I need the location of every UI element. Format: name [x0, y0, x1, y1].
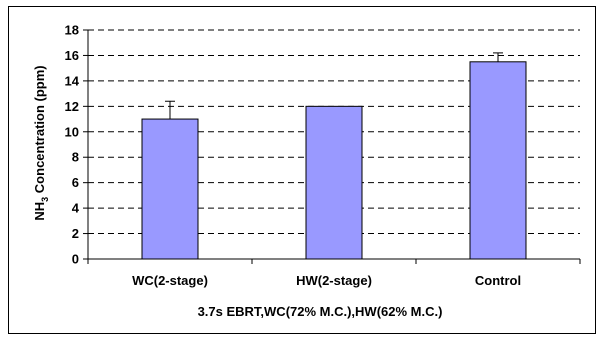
bar: [141, 118, 199, 260]
y-tick-label: 2: [72, 226, 79, 241]
y-tick-label: 10: [65, 124, 79, 139]
x-tick-label: WC(2-stage): [132, 273, 208, 288]
bars: [141, 61, 527, 260]
y-tick-label: 6: [72, 175, 79, 190]
y-tick-label: 12: [65, 99, 79, 114]
x-tick-label: HW(2-stage): [296, 273, 372, 288]
x-axis-label: 3.7s EBRT,WC(72% M.C.),HW(62% M.C.): [198, 304, 443, 319]
error-bars: [165, 52, 503, 120]
y-axis-label-rest: Concentration (ppm): [32, 65, 47, 196]
x-tick-labels: WC(2-stage) HW(2-stage) Control: [132, 273, 521, 288]
y-tick-label: 14: [65, 73, 80, 88]
y-tick-label: 0: [72, 252, 79, 267]
y-axis-label: NH3 Concentration (ppm): [32, 65, 50, 220]
bar: [469, 61, 527, 260]
y-axis-label-main: NH: [32, 202, 47, 221]
x-tick-label: Control: [475, 273, 521, 288]
y-tick-labels: 0 2 4 6 8 10 12 14 16 18: [65, 23, 80, 267]
axes: [83, 29, 581, 264]
bar: [305, 105, 363, 260]
y-tick-label: 8: [72, 150, 79, 165]
y-tick-label: 4: [72, 201, 80, 216]
y-tick-label: 18: [65, 23, 79, 38]
y-tick-label: 16: [65, 48, 79, 63]
y-axis-label-subscript: 3: [40, 197, 50, 202]
